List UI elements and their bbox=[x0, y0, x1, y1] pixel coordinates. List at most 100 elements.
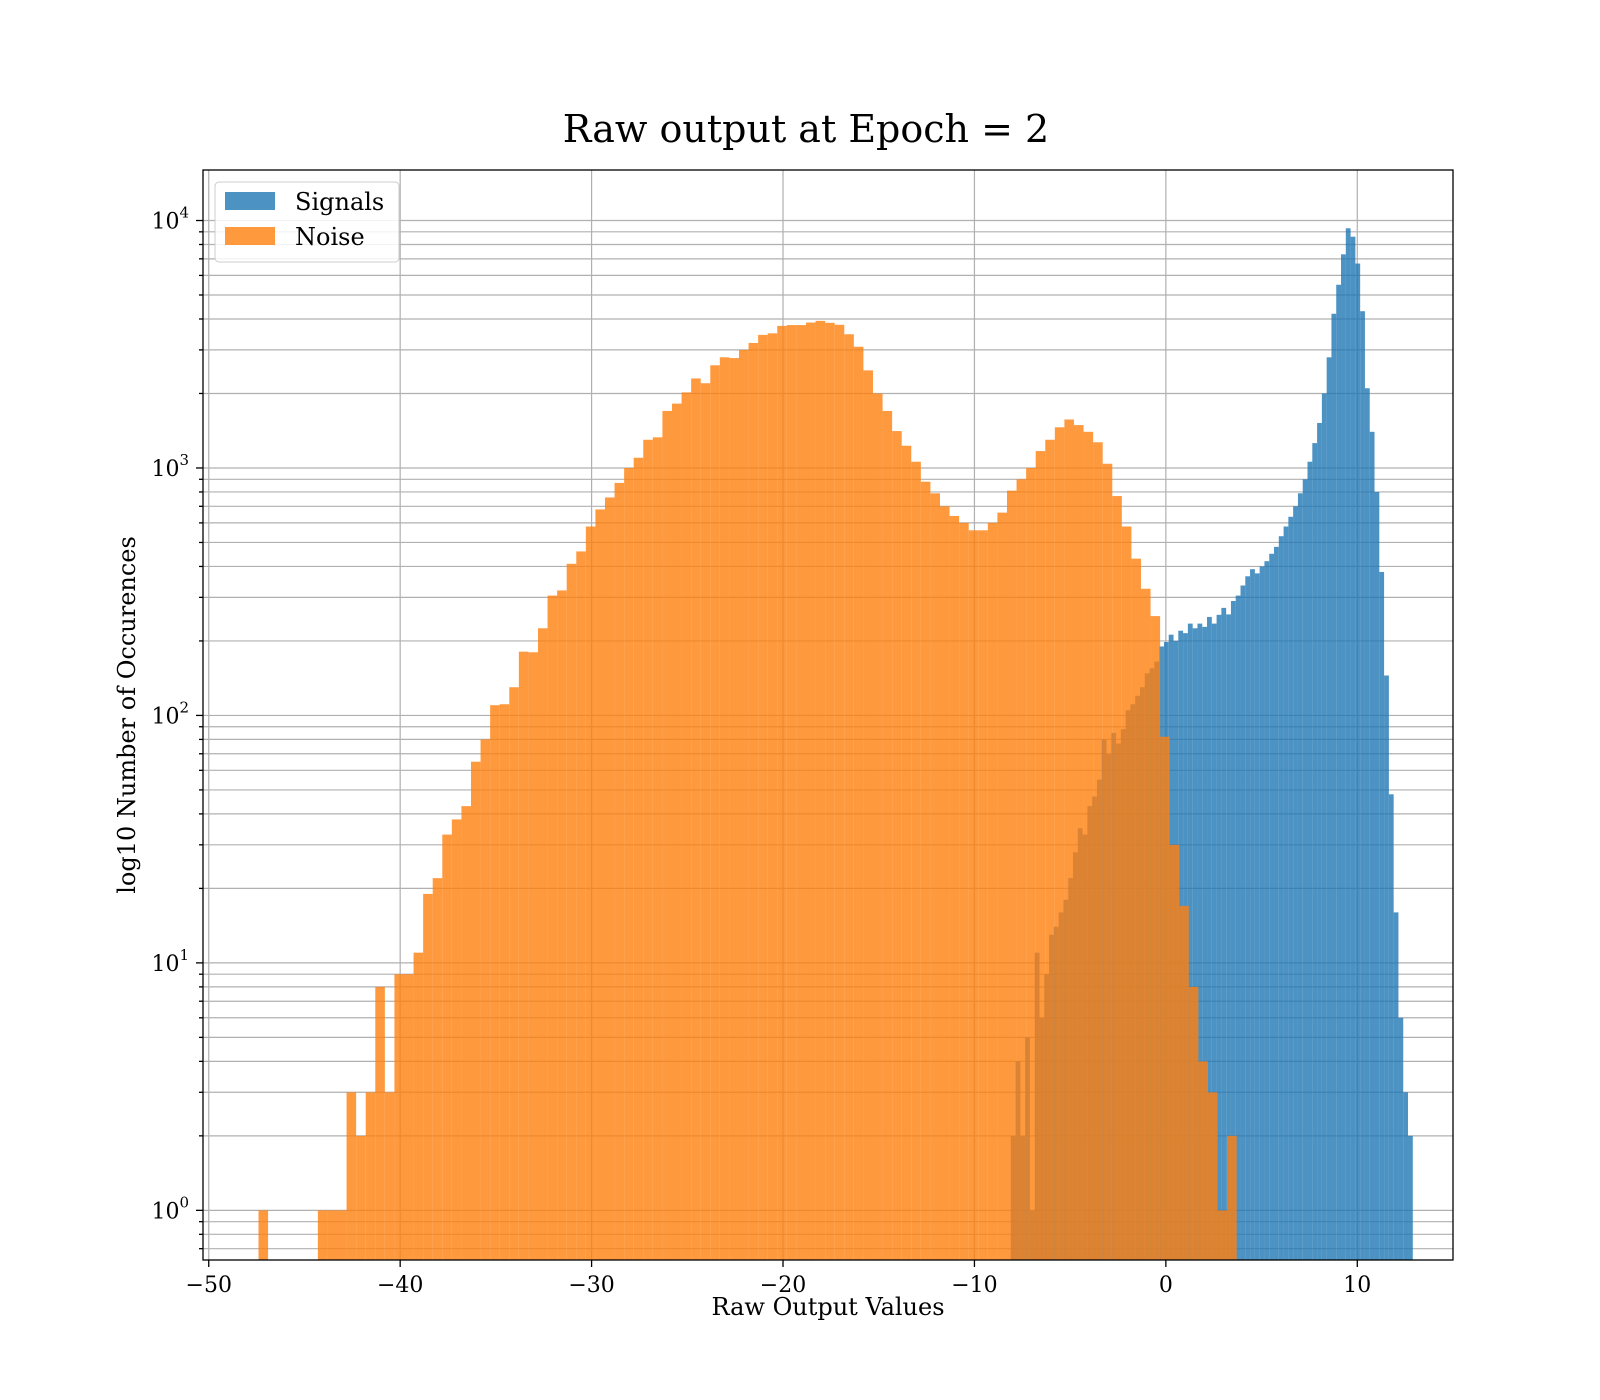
bar-noise bbox=[729, 358, 739, 1260]
x-tick-label: −50 bbox=[186, 1273, 232, 1298]
bar-noise bbox=[691, 378, 701, 1261]
y-axis-ticks: 100 101 102 103 104 bbox=[151, 204, 203, 1250]
bars bbox=[258, 228, 1413, 1261]
bar-noise bbox=[911, 461, 921, 1261]
bar-noise bbox=[872, 393, 883, 1260]
bar-noise bbox=[1227, 1135, 1237, 1260]
bar-noise bbox=[853, 346, 864, 1260]
bar-noise bbox=[1188, 986, 1199, 1260]
bar-signals bbox=[1264, 561, 1270, 1260]
bar-noise bbox=[451, 819, 462, 1260]
bar-noise bbox=[327, 1210, 337, 1260]
bar-signals bbox=[1297, 493, 1303, 1260]
bar-noise bbox=[403, 974, 414, 1260]
x-tick-label: 0 bbox=[1159, 1273, 1173, 1298]
bar-signals bbox=[1312, 443, 1318, 1260]
bar-noise bbox=[834, 324, 845, 1260]
legend-label-signals: Signals bbox=[295, 188, 384, 216]
bar-noise bbox=[710, 365, 720, 1261]
bar-noise bbox=[997, 512, 1007, 1260]
bar-signals bbox=[1259, 566, 1265, 1260]
bar-noise bbox=[786, 325, 797, 1260]
bar-noise bbox=[1112, 496, 1122, 1260]
x-tick-label: −10 bbox=[951, 1273, 997, 1298]
bar-noise bbox=[959, 522, 969, 1260]
bar-signals bbox=[1207, 616, 1212, 1260]
bar-noise bbox=[1169, 844, 1180, 1260]
bar-noise bbox=[815, 320, 826, 1261]
bar-noise bbox=[336, 1210, 347, 1260]
x-tick-label: −40 bbox=[377, 1273, 423, 1298]
bar-noise bbox=[317, 1210, 328, 1260]
y-tick-label: 104 bbox=[151, 204, 189, 235]
bar-noise bbox=[595, 509, 605, 1261]
bar-noise bbox=[777, 325, 787, 1261]
bar-noise bbox=[643, 439, 653, 1260]
bar-signals bbox=[1278, 536, 1284, 1260]
bar-noise bbox=[758, 334, 768, 1260]
bar-signals bbox=[1302, 479, 1308, 1260]
bar-signals bbox=[1250, 569, 1255, 1260]
bar-noise bbox=[949, 515, 960, 1260]
bar-signals bbox=[1283, 526, 1289, 1260]
bar-signals bbox=[1341, 254, 1346, 1260]
bar-signals bbox=[1288, 516, 1294, 1260]
bar-signals bbox=[1379, 571, 1385, 1260]
bar-noise bbox=[576, 551, 586, 1260]
bar-signals bbox=[1235, 595, 1241, 1260]
bar-noise bbox=[413, 952, 424, 1260]
bar-signals bbox=[1230, 601, 1236, 1260]
x-tick-label: −20 bbox=[760, 1273, 806, 1298]
bar-signals bbox=[1326, 357, 1332, 1260]
bar-noise bbox=[547, 595, 558, 1260]
bar-signals bbox=[1350, 236, 1356, 1260]
x-tick-label: −30 bbox=[568, 1273, 614, 1298]
bar-noise bbox=[346, 1092, 357, 1260]
bar-noise bbox=[901, 445, 912, 1260]
bar-noise bbox=[490, 705, 500, 1260]
bar-noise bbox=[863, 370, 873, 1261]
bar-noise bbox=[844, 334, 854, 1260]
bar-noise bbox=[1198, 1061, 1208, 1260]
bar-signals bbox=[1374, 491, 1380, 1260]
bar-noise bbox=[566, 563, 577, 1260]
bar-signals bbox=[1408, 1135, 1413, 1260]
bar-noise bbox=[499, 704, 510, 1260]
bar-signals bbox=[1331, 313, 1337, 1261]
bar-signals bbox=[1216, 614, 1222, 1260]
bar-noise bbox=[652, 437, 663, 1261]
y-tick-label: 103 bbox=[151, 451, 189, 482]
bar-noise bbox=[968, 530, 979, 1260]
bar-noise bbox=[930, 493, 940, 1260]
bar-signals bbox=[1245, 576, 1251, 1260]
bar-signals bbox=[1307, 461, 1313, 1261]
bar-signals bbox=[1345, 228, 1351, 1260]
bar-noise bbox=[537, 628, 548, 1260]
bar-signals bbox=[1221, 607, 1227, 1260]
bar-signals bbox=[1360, 311, 1365, 1261]
bar-noise bbox=[1006, 490, 1017, 1260]
bar-noise bbox=[825, 322, 835, 1260]
bar-noise bbox=[604, 497, 615, 1260]
bar-noise bbox=[1131, 558, 1141, 1260]
bar-signals bbox=[1384, 675, 1389, 1260]
bar-signals bbox=[1388, 794, 1394, 1260]
bar-signals bbox=[1202, 626, 1208, 1260]
bar-noise bbox=[480, 739, 491, 1260]
bar-noise bbox=[1073, 425, 1084, 1260]
bar-signals bbox=[1293, 506, 1298, 1260]
bar-noise bbox=[748, 342, 759, 1260]
bar-noise bbox=[939, 506, 950, 1260]
chart-title: Raw output at Epoch = 2 bbox=[563, 107, 1049, 151]
y-tick-label: 102 bbox=[151, 698, 189, 729]
bar-noise bbox=[1102, 463, 1113, 1260]
bar-noise bbox=[1064, 419, 1074, 1260]
bar-noise bbox=[987, 522, 998, 1260]
bar-noise bbox=[461, 806, 471, 1260]
legend: Signals Noise bbox=[214, 181, 400, 263]
bar-noise bbox=[1217, 1210, 1228, 1260]
bar-noise bbox=[920, 481, 931, 1261]
bar-noise bbox=[442, 834, 452, 1260]
bar-noise bbox=[528, 652, 538, 1260]
bar-signals bbox=[1240, 585, 1246, 1260]
